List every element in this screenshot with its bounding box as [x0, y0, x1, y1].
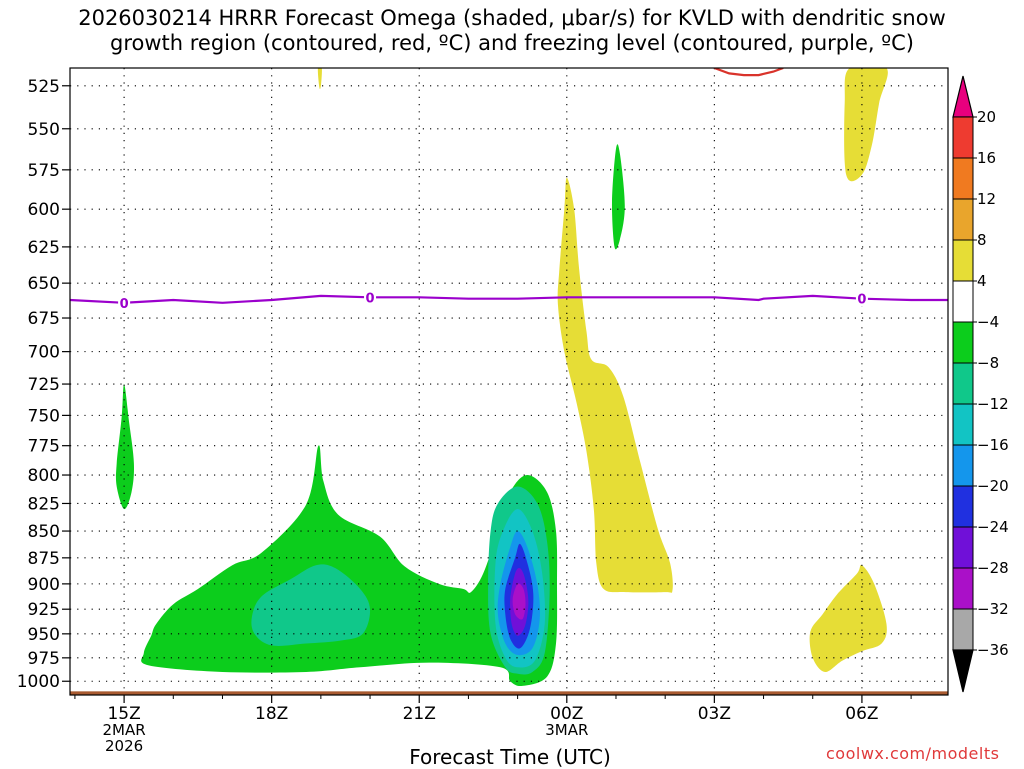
x-tick-label: 2MAR [103, 721, 146, 739]
colorbar-bin [952, 485, 974, 528]
colorbar-label: 4 [977, 272, 987, 290]
colorbar-bin [952, 444, 974, 487]
x-tick-label: 3MAR [545, 721, 588, 739]
y-tick-label: 950 [28, 625, 60, 645]
y-tick-label: 850 [28, 522, 60, 542]
colorbar-label: −16 [977, 436, 1009, 454]
colorbar-max-triangle [952, 75, 974, 118]
y-tick-label: 825 [28, 494, 60, 514]
omega-region-sink-yellow-00z [557, 177, 673, 593]
y-axis: 525 550 575 600 625 650 675 700 725 750 775 800 825 8… [17, 77, 70, 692]
surface-band [70, 691, 948, 695]
colorbar-label: −32 [977, 600, 1009, 618]
omega-region-lift-magenta [512, 583, 526, 620]
colorbar-bin [952, 567, 974, 610]
colorbar-label: −12 [977, 395, 1009, 413]
y-tick-label: 700 [28, 343, 60, 363]
colorbar-bin [952, 608, 974, 651]
freezing-label-bg [855, 290, 868, 307]
colorbar-label: −24 [977, 518, 1009, 536]
x-tick-label: 15Z [107, 704, 140, 724]
colorbar-bin [952, 403, 974, 446]
omega-region-lift-green-main [141, 445, 558, 687]
omega-region-lift-green-isolated [115, 384, 135, 510]
dgz-contour [714, 68, 784, 77]
x-tick-label: 03Z [698, 704, 731, 724]
freezing-level-label: 0 [366, 291, 375, 306]
y-tick-label: 575 [28, 161, 60, 181]
plot-frame [69, 67, 949, 696]
colorbar-bin [952, 157, 974, 200]
y-tick-label: 925 [28, 600, 60, 620]
omega-region-sink-yellow-06z-high [844, 68, 888, 182]
y-tick-label: 750 [28, 406, 60, 426]
colorbar-label: −36 [977, 641, 1009, 659]
colorbar-bin [952, 239, 974, 282]
y-tick-label: 725 [28, 375, 60, 395]
y-tick-label: 550 [28, 120, 60, 140]
y-tick-label: 775 [28, 437, 60, 457]
colorbar-min-triangle [952, 649, 974, 693]
y-tick-label: 800 [28, 466, 60, 486]
x-axis-label: Forecast Time (UTC) [409, 745, 611, 769]
omega-region-lift-green-upper [611, 144, 625, 250]
colorbar-bin [952, 321, 974, 364]
freezing-level-label: 0 [857, 293, 866, 308]
freezing-level-label: 0 [120, 297, 129, 312]
colorbar-label: 12 [977, 190, 996, 208]
omega-region-lift-teal-18z [251, 564, 371, 646]
x-tick-label: 21Z [403, 704, 436, 724]
freezing-level-line [70, 294, 948, 304]
chart-title: 2026030214 HRRR Forecast Omega (shaded, … [78, 6, 946, 55]
y-tick-label: 650 [28, 274, 60, 294]
colorbar-bin [952, 198, 974, 241]
omega-region-sink-yellow-speck [317, 68, 322, 90]
colorbar-bin [952, 116, 974, 159]
colorbar-bin [952, 526, 974, 569]
colorbar-label: −4 [977, 313, 999, 331]
y-tick-label: 625 [28, 238, 60, 258]
x-tick-label: 06Z [845, 704, 878, 724]
freezing-label-bg [118, 294, 131, 311]
colorbar-bin [952, 280, 974, 323]
colorbar-label: 20 [977, 108, 996, 126]
colorbar-label: 8 [977, 231, 987, 249]
colorbar-label: −8 [977, 354, 999, 372]
y-tick-label: 525 [28, 77, 60, 97]
colorbar: 20 16 12 8 4 −4 −8 −12 −16 −20 −24 −28 −32 −36 [952, 75, 1009, 693]
omega-region-sink-yellow-06z-low [809, 564, 887, 673]
omega-shading [115, 68, 888, 687]
colorbar-label: 16 [977, 149, 996, 167]
y-tick-label: 975 [28, 649, 60, 669]
colorbar-label: −20 [977, 477, 1009, 495]
x-tick-label: 00Z [550, 704, 583, 724]
x-tick-label: 18Z [255, 704, 288, 724]
y-tick-label: 900 [28, 575, 60, 595]
y-tick-label: 875 [28, 549, 60, 569]
freezing-label-bg [364, 289, 377, 306]
y-tick-label: 600 [28, 200, 60, 220]
colorbar-label: −28 [977, 559, 1009, 577]
contour-lines: 0 0 0 [70, 68, 948, 695]
source-credit[interactable]: coolwx.com/modelts [826, 744, 1000, 763]
colorbar-bin [952, 362, 974, 405]
x-tick-label: 2026 [105, 737, 143, 755]
y-tick-label: 1000 [17, 672, 60, 692]
y-tick-label: 675 [28, 309, 60, 329]
